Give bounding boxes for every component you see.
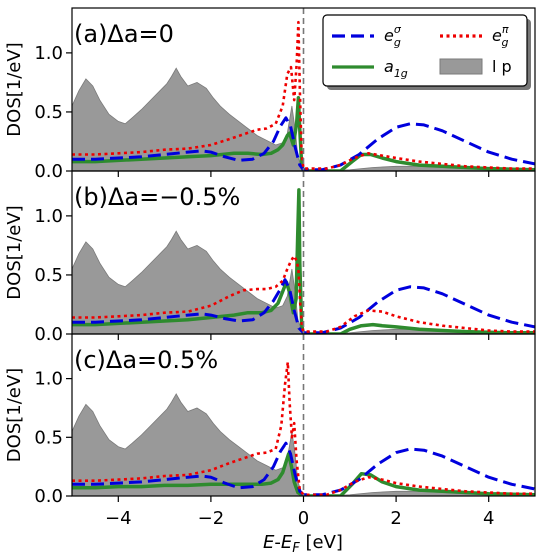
x-tick-label: 2	[390, 508, 401, 529]
eg-sigma-line-1	[72, 116, 535, 171]
panel-2: 0.0 0.5 1.0 DOS[1/eV] (b)Δa=−0.5%	[4, 170, 536, 345]
eg-pi-line-2	[72, 254, 535, 333]
y-axis-title-3: DOS[1/eV]	[4, 368, 25, 462]
legend-label: eσ g	[384, 23, 402, 49]
x-tick-label: −4	[105, 508, 132, 529]
y-tick-label-3: 0.0	[34, 486, 63, 507]
legend-label: eπ g	[492, 23, 509, 49]
legend-label: l p	[492, 57, 512, 76]
panel-1: 0.0 0.5 1.0 DOS[1/eV] (a)Δa=0	[4, 7, 536, 182]
y-axis-title-2: DOS[1/eV]	[4, 205, 25, 299]
legend: eσ g eπ g a1g l p	[322, 14, 531, 90]
y-tick-label-3: 1.0	[34, 369, 63, 390]
x-tick-label: 4	[483, 508, 494, 529]
legend-entry-eg-sigma: eσ g	[332, 23, 402, 49]
eg-pi-line-1	[72, 20, 535, 170]
legend-entry-a1g: a1g	[332, 57, 408, 80]
lp-area-2	[72, 230, 535, 334]
a1g-line-3	[72, 451, 535, 496]
panel-label-2: (b)Δa=−0.5%	[74, 183, 240, 211]
y-tick-label-1: 1.0	[34, 43, 63, 64]
eg-sigma-line-2	[72, 278, 535, 334]
y-tick-label-1: 0.0	[34, 161, 63, 182]
legend-swatch	[439, 58, 483, 75]
eg-pi-line-3	[72, 360, 535, 496]
panels: 0.0 0.5 1.0 DOS[1/eV] (a)Δa=0 0.0 0.5 1.0 DOS[1/…	[4, 7, 536, 507]
x-tick-label: −2	[198, 508, 225, 529]
plot-area-1	[72, 20, 535, 171]
y-tick-label-2: 0.0	[34, 324, 63, 345]
x-tick-label: 0	[298, 508, 309, 529]
lp-area-3	[72, 393, 535, 496]
y-tick-label-2: 1.0	[34, 206, 63, 227]
x-axis: −4 −2 0 2 4	[105, 508, 494, 529]
y-tick-label-1: 0.5	[34, 102, 63, 123]
y-tick-label-2: 0.5	[34, 265, 63, 286]
a1g-line-1	[72, 96, 535, 171]
y-axis-title-1: DOS[1/eV]	[4, 42, 25, 136]
lp-area-1	[72, 67, 535, 171]
x-axis-title: E-EF [eV]	[263, 532, 343, 556]
plot-area-2	[72, 188, 535, 334]
legend-label: a1g	[384, 57, 408, 80]
legend-entry-lp: l p	[439, 57, 512, 76]
legend-entry-eg-pi: eπ g	[440, 23, 509, 49]
panel-label-3: (c)Δa=0.5%	[74, 346, 218, 374]
a1g-line-2	[72, 188, 535, 334]
panel-label-1: (a)Δa=0	[74, 20, 174, 48]
eg-sigma-line-3	[72, 441, 535, 496]
plot-area-3	[72, 360, 535, 496]
y-tick-label-3: 0.5	[34, 427, 63, 448]
panel-3: 0.0 0.5 1.0 DOS[1/eV] (c)Δa=0.5%	[4, 333, 536, 507]
